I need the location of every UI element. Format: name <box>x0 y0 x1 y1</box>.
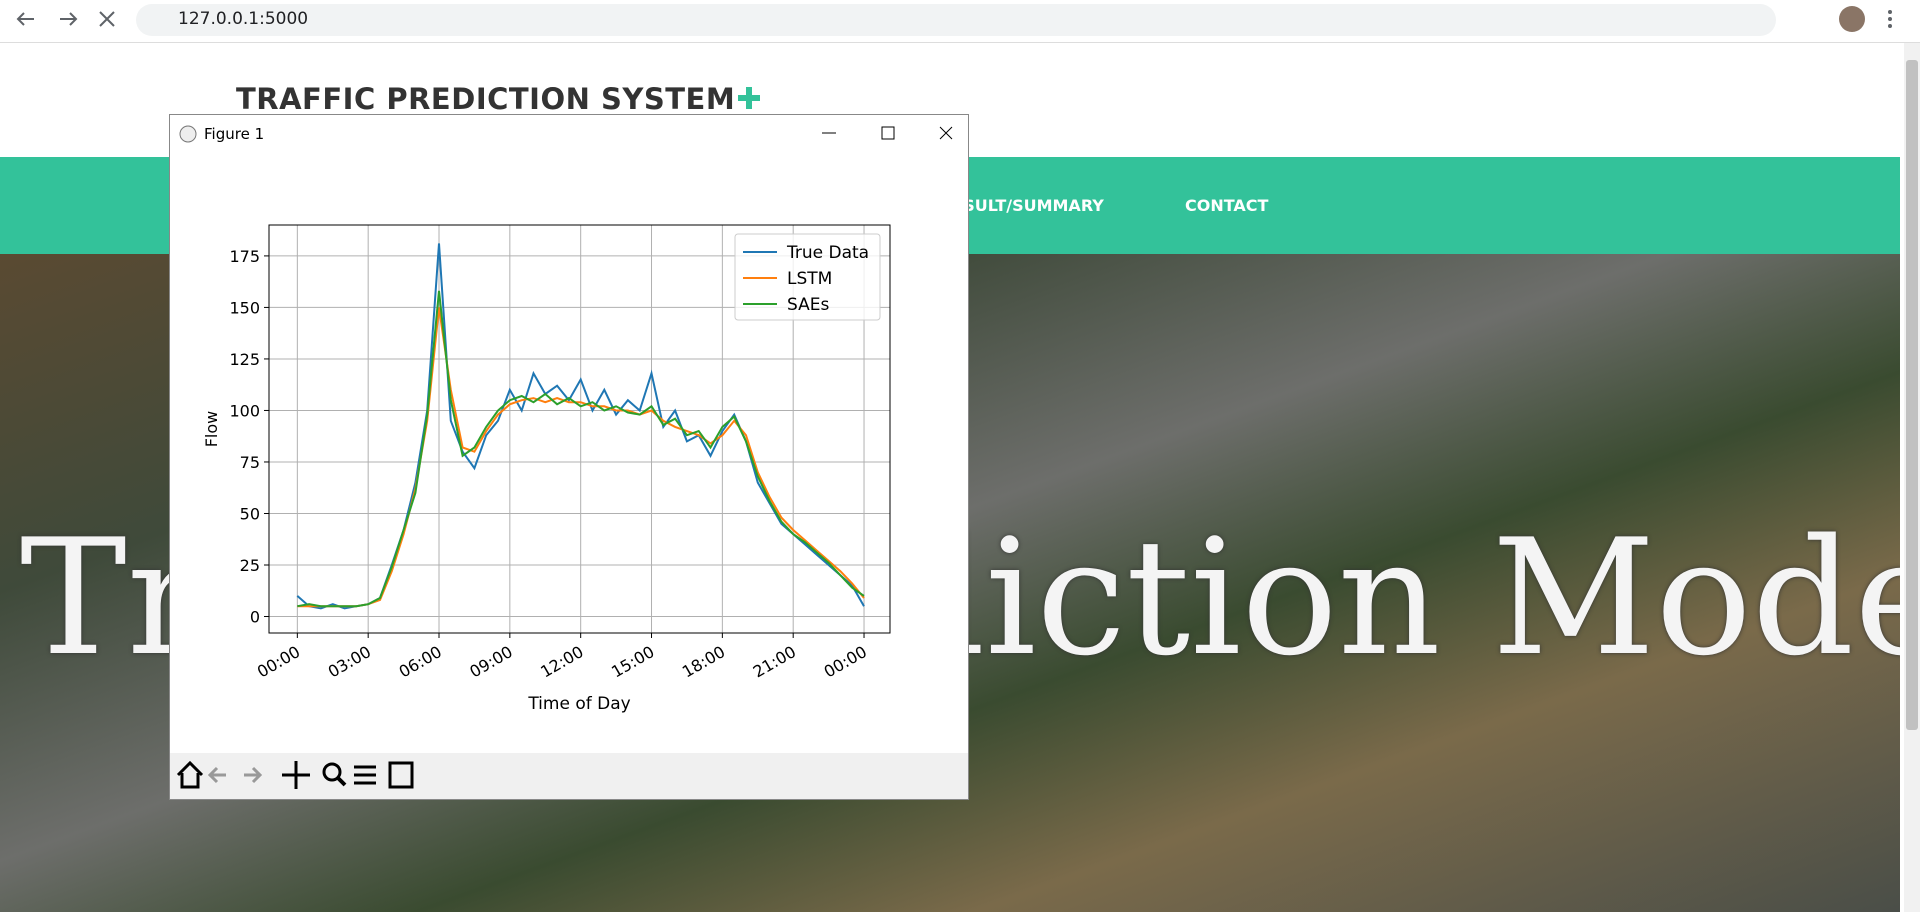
nav-link[interactable]: CONTACT <box>1185 196 1269 215</box>
x-tick-label: 15:00 <box>608 642 657 682</box>
chart: 0 25 50 75 100 125 150 175 00:00 03:00 06:00 09:00 1… <box>202 224 891 714</box>
window-controls[interactable] <box>790 115 968 151</box>
window-title: Figure 1 <box>204 125 265 143</box>
x-tick-label: 00:00 <box>821 642 870 682</box>
window-icon <box>179 125 197 143</box>
scroll-thumb[interactable] <box>1906 60 1918 730</box>
legend-box <box>734 233 881 321</box>
toolbar <box>170 753 968 799</box>
plot-frame <box>268 224 891 634</box>
y-tick-label: 175 <box>229 247 260 266</box>
figure-window: Figure 1 0 25 50 75 100 125 150 175 00:00 03:00 06… <box>169 114 969 800</box>
legend-label: LSTM <box>787 269 832 289</box>
data-line <box>297 290 865 608</box>
y-tick-label: 150 <box>229 298 260 317</box>
data-line <box>297 307 865 608</box>
x-tick-label: 00:00 <box>254 642 303 682</box>
toolbar-icons[interactable] <box>170 753 470 799</box>
y-tick-label: 100 <box>229 401 260 420</box>
legend-label: SAEs <box>787 295 829 315</box>
plus-icon <box>738 87 761 109</box>
y-tick-label: 0 <box>250 608 260 627</box>
y-tick-label: 125 <box>229 350 260 369</box>
x-axis-label: Time of Day <box>527 694 630 714</box>
legend-label: True Data <box>786 243 869 263</box>
x-tick-label: 03:00 <box>325 642 374 682</box>
x-tick-label: 12:00 <box>537 642 586 682</box>
address-bar[interactable] <box>136 4 1776 36</box>
site-title: TRAFFIC PREDICTION SYSTEM <box>236 82 761 116</box>
url[interactable]: 127.0.0.1:5000 <box>178 9 309 29</box>
y-tick-label: 50 <box>240 504 260 523</box>
x-tick-label: 18:00 <box>679 642 728 682</box>
browser-icons[interactable] <box>1700 4 1900 38</box>
x-tick-label: 21:00 <box>750 642 799 682</box>
site-title-text: TRAFFIC PREDICTION SYSTEM <box>236 82 736 116</box>
y-tick-label: 25 <box>240 556 260 575</box>
nav-link[interactable]: RESULT/SUMMARY <box>940 196 1104 215</box>
nav-buttons[interactable] <box>0 0 130 42</box>
browser-bar: 127.0.0.1:5000 <box>0 0 1920 43</box>
x-tick-label: 06:00 <box>396 642 445 682</box>
y-tick-label: 75 <box>240 453 260 472</box>
x-tick-label: 09:00 <box>466 642 515 682</box>
y-axis-label: Flow <box>202 411 221 448</box>
